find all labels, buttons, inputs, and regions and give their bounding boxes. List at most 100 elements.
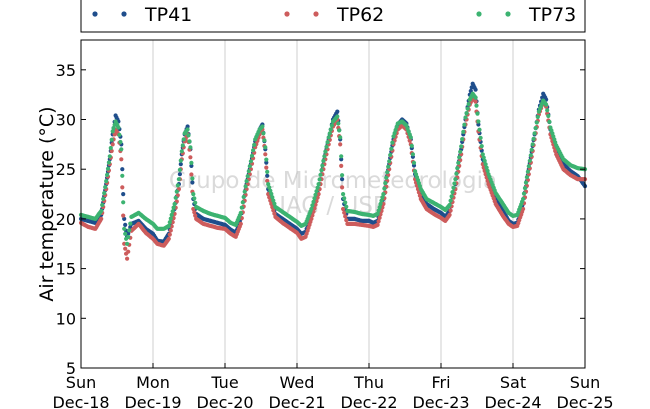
data-point	[394, 124, 399, 129]
data-point	[174, 189, 179, 194]
data-point	[407, 138, 412, 143]
data-point	[169, 212, 174, 217]
data-point	[458, 149, 463, 154]
data-point	[109, 137, 114, 142]
data-point	[123, 231, 128, 236]
data-point	[452, 181, 457, 186]
data-point	[100, 202, 105, 208]
data-point	[248, 159, 253, 164]
data-point	[103, 185, 108, 190]
data-point	[106, 160, 111, 165]
series-tp41	[78, 81, 588, 244]
data-point	[553, 148, 558, 154]
data-point	[166, 223, 171, 228]
data-point	[530, 142, 535, 147]
data-point	[271, 208, 276, 213]
data-point	[521, 196, 526, 202]
legend-label: TP41	[144, 4, 192, 26]
data-point	[408, 135, 413, 140]
data-point	[251, 148, 256, 153]
data-point	[173, 195, 178, 200]
plot-frame	[80, 39, 586, 369]
data-point	[341, 206, 346, 212]
data-point	[529, 147, 534, 152]
data-point	[475, 111, 480, 116]
data-point	[384, 175, 389, 180]
data-point	[181, 137, 186, 142]
data-point	[122, 216, 127, 221]
x-tick-day: Thu	[353, 373, 384, 392]
data-point	[376, 208, 381, 213]
data-point	[455, 166, 460, 171]
data-point	[188, 145, 193, 150]
data-point	[239, 205, 244, 210]
legend-label: TP73	[528, 4, 576, 26]
data-point	[177, 172, 182, 177]
data-points	[78, 81, 588, 261]
data-point	[456, 160, 461, 165]
data-point	[241, 194, 246, 200]
data-point	[120, 185, 125, 190]
legend-marker	[121, 11, 127, 17]
x-tick-date: Dec-22	[340, 393, 397, 409]
data-point	[101, 196, 106, 202]
data-point	[188, 155, 193, 160]
data-point	[178, 158, 183, 163]
data-point	[172, 201, 177, 207]
data-point	[392, 131, 397, 136]
data-point	[326, 135, 331, 140]
data-point	[190, 176, 195, 181]
x-tick-date: Dec-25	[556, 393, 613, 409]
data-point	[272, 201, 277, 206]
data-point	[309, 216, 314, 221]
data-point	[247, 164, 252, 169]
data-point	[523, 180, 529, 185]
x-tick-day: Fri	[431, 373, 450, 392]
data-point	[527, 158, 532, 163]
data-point	[393, 127, 398, 133]
data-point	[168, 228, 173, 233]
data-point	[337, 128, 342, 133]
data-point	[192, 210, 197, 215]
data-point	[240, 200, 245, 205]
data-point	[311, 199, 316, 204]
data-point	[238, 221, 243, 226]
data-point	[451, 185, 456, 190]
data-point	[343, 214, 348, 219]
data-point	[322, 154, 327, 159]
data-point	[265, 169, 270, 174]
data-point	[378, 201, 383, 207]
data-point	[342, 210, 347, 215]
data-point	[321, 158, 326, 163]
data-point	[448, 198, 453, 203]
data-point	[122, 241, 127, 246]
data-point	[314, 189, 319, 194]
data-point	[338, 135, 343, 140]
data-point	[341, 192, 346, 197]
data-point	[187, 139, 192, 144]
vertical-grid	[152, 40, 514, 368]
data-point	[524, 175, 530, 180]
data-point	[339, 157, 344, 162]
y-tick-label: 5	[66, 359, 76, 378]
data-point	[339, 154, 344, 159]
data-point	[526, 164, 531, 169]
data-point	[99, 208, 104, 214]
data-point	[482, 168, 487, 173]
data-point	[190, 180, 195, 185]
data-point	[167, 220, 172, 225]
data-point	[125, 241, 130, 246]
legend-marker	[476, 11, 482, 17]
data-point	[344, 204, 349, 209]
data-point	[315, 185, 320, 190]
data-point	[170, 209, 175, 214]
x-tick-date: Dec-19	[124, 393, 181, 409]
data-point	[265, 178, 270, 183]
data-point	[246, 169, 251, 174]
data-point	[316, 182, 321, 187]
data-point	[329, 123, 334, 128]
data-point	[457, 155, 462, 160]
data-point	[343, 200, 348, 205]
y-tick-label: 35	[56, 61, 76, 80]
